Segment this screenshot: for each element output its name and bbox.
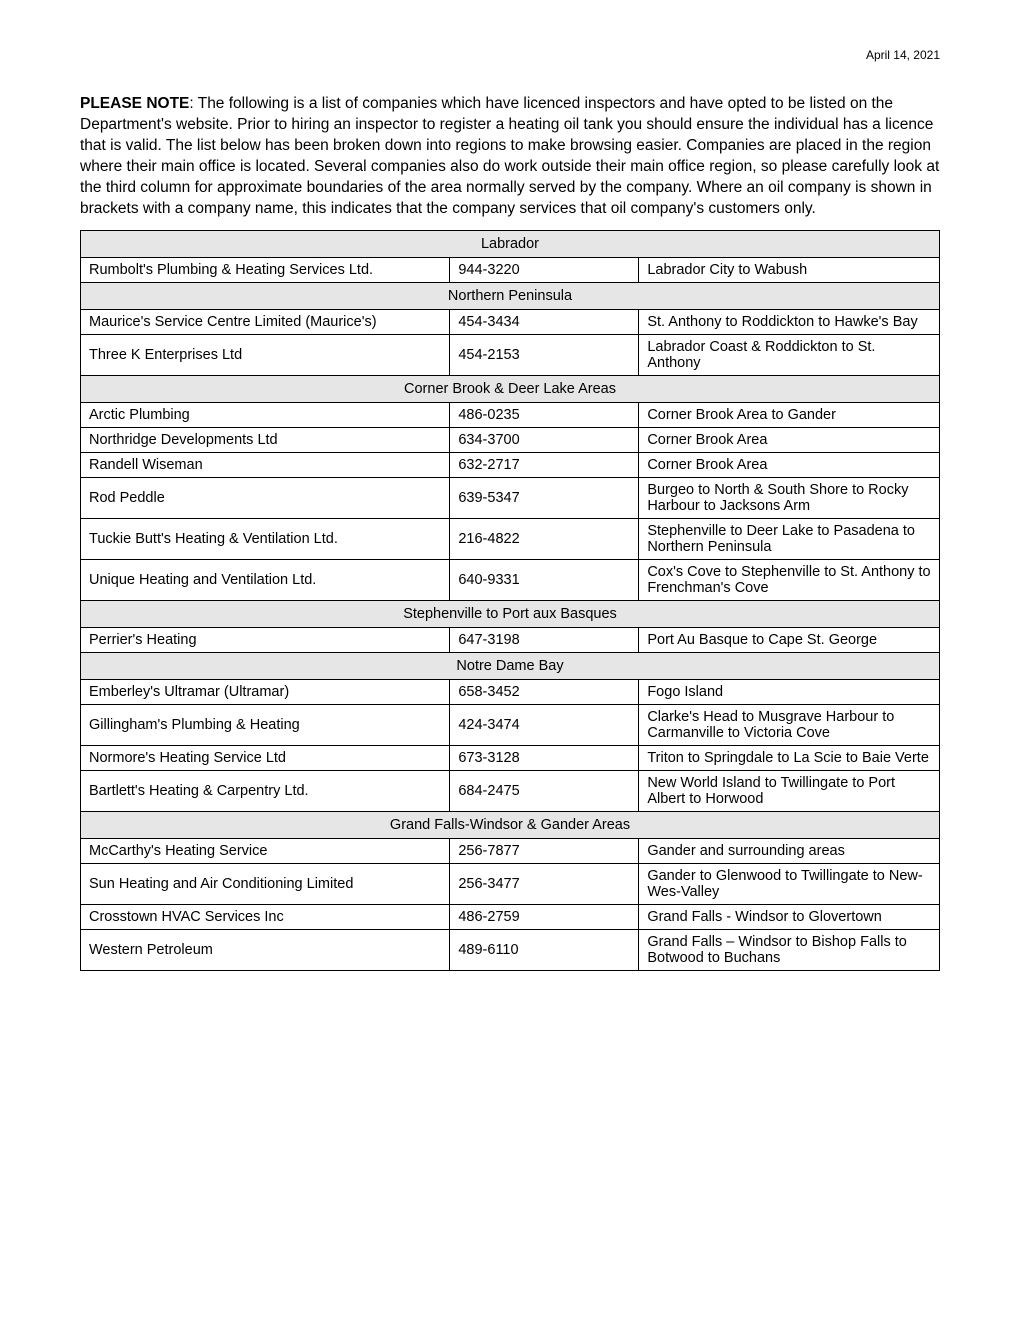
company-cell: Normore's Heating Service Ltd [81,745,450,770]
phone-cell: 658-3452 [450,679,639,704]
region-name: Corner Brook & Deer Lake Areas [81,375,940,402]
region-name: Stephenville to Port aux Basques [81,600,940,627]
company-cell: Sun Heating and Air Conditioning Limited [81,863,450,904]
region-header: Grand Falls-Windsor & Gander Areas [81,811,940,838]
table-row: Unique Heating and Ventilation Ltd.640-9… [81,559,940,600]
company-cell: Rod Peddle [81,477,450,518]
area-cell: Labrador Coast & Roddickton to St. Antho… [639,334,940,375]
table-row: Northridge Developments Ltd634-3700Corne… [81,427,940,452]
table-row: Normore's Heating Service Ltd673-3128Tri… [81,745,940,770]
table-row: Crosstown HVAC Services Inc486-2759Grand… [81,904,940,929]
company-cell: Crosstown HVAC Services Inc [81,904,450,929]
table-row: Western Petroleum489-6110Grand Falls – W… [81,929,940,970]
area-cell: Stephenville to Deer Lake to Pasadena to… [639,518,940,559]
company-cell: Bartlett's Heating & Carpentry Ltd. [81,770,450,811]
company-cell: Randell Wiseman [81,452,450,477]
table-row: Bartlett's Heating & Carpentry Ltd.684-2… [81,770,940,811]
phone-cell: 673-3128 [450,745,639,770]
phone-cell: 486-2759 [450,904,639,929]
table-row: Randell Wiseman632-2717Corner Brook Area [81,452,940,477]
inspectors-table: LabradorRumbolt's Plumbing & Heating Ser… [80,230,940,971]
phone-cell: 489-6110 [450,929,639,970]
region-header: Stephenville to Port aux Basques [81,600,940,627]
phone-cell: 454-3434 [450,309,639,334]
phone-cell: 647-3198 [450,627,639,652]
page: April 14, 2021 PLEASE NOTE: The followin… [0,0,1020,1320]
region-header: Labrador [81,230,940,257]
table-row: Tuckie Butt's Heating & Ventilation Ltd.… [81,518,940,559]
table-row: Rumbolt's Plumbing & Heating Services Lt… [81,257,940,282]
region-header: Notre Dame Bay [81,652,940,679]
area-cell: Grand Falls - Windsor to Glovertown [639,904,940,929]
area-cell: Cox's Cove to Stephenville to St. Anthon… [639,559,940,600]
area-cell: Port Au Basque to Cape St. George [639,627,940,652]
table-row: Arctic Plumbing486-0235Corner Brook Area… [81,402,940,427]
phone-cell: 424-3474 [450,704,639,745]
table-row: Three K Enterprises Ltd454-2153Labrador … [81,334,940,375]
table-row: Maurice's Service Centre Limited (Mauric… [81,309,940,334]
company-cell: Western Petroleum [81,929,450,970]
phone-cell: 684-2475 [450,770,639,811]
company-cell: Tuckie Butt's Heating & Ventilation Ltd. [81,518,450,559]
intro-body: : The following is a list of companies w… [80,95,939,217]
area-cell: Grand Falls – Windsor to Bishop Falls to… [639,929,940,970]
region-name: Notre Dame Bay [81,652,940,679]
company-cell: Rumbolt's Plumbing & Heating Services Lt… [81,257,450,282]
region-header: Northern Peninsula [81,282,940,309]
company-cell: Perrier's Heating [81,627,450,652]
region-name: Grand Falls-Windsor & Gander Areas [81,811,940,838]
table-row: Perrier's Heating647-3198Port Au Basque … [81,627,940,652]
area-cell: Clarke's Head to Musgrave Harbour to Car… [639,704,940,745]
region-name: Labrador [81,230,940,257]
company-cell: Emberley's Ultramar (Ultramar) [81,679,450,704]
area-cell: Gander and surrounding areas [639,838,940,863]
company-cell: McCarthy's Heating Service [81,838,450,863]
region-header: Corner Brook & Deer Lake Areas [81,375,940,402]
area-cell: Corner Brook Area to Gander [639,402,940,427]
phone-cell: 944-3220 [450,257,639,282]
intro-paragraph: PLEASE NOTE: The following is a list of … [80,94,940,220]
intro-lead: PLEASE NOTE [80,95,189,112]
area-cell: Triton to Springdale to La Scie to Baie … [639,745,940,770]
phone-cell: 632-2717 [450,452,639,477]
company-cell: Arctic Plumbing [81,402,450,427]
region-name: Northern Peninsula [81,282,940,309]
area-cell: Gander to Glenwood to Twillingate to New… [639,863,940,904]
phone-cell: 486-0235 [450,402,639,427]
table-row: Sun Heating and Air Conditioning Limited… [81,863,940,904]
document-date: April 14, 2021 [80,48,940,62]
area-cell: Corner Brook Area [639,427,940,452]
phone-cell: 256-3477 [450,863,639,904]
table-row: Emberley's Ultramar (Ultramar)658-3452Fo… [81,679,940,704]
area-cell: Fogo Island [639,679,940,704]
company-cell: Northridge Developments Ltd [81,427,450,452]
phone-cell: 454-2153 [450,334,639,375]
phone-cell: 639-5347 [450,477,639,518]
table-row: Rod Peddle639-5347Burgeo to North & Sout… [81,477,940,518]
company-cell: Maurice's Service Centre Limited (Mauric… [81,309,450,334]
table-row: Gillingham's Plumbing & Heating424-3474C… [81,704,940,745]
area-cell: St. Anthony to Roddickton to Hawke's Bay [639,309,940,334]
phone-cell: 640-9331 [450,559,639,600]
table-row: McCarthy's Heating Service256-7877Gander… [81,838,940,863]
area-cell: Burgeo to North & South Shore to Rocky H… [639,477,940,518]
company-cell: Gillingham's Plumbing & Heating [81,704,450,745]
area-cell: Labrador City to Wabush [639,257,940,282]
phone-cell: 634-3700 [450,427,639,452]
company-cell: Unique Heating and Ventilation Ltd. [81,559,450,600]
phone-cell: 256-7877 [450,838,639,863]
company-cell: Three K Enterprises Ltd [81,334,450,375]
area-cell: Corner Brook Area [639,452,940,477]
phone-cell: 216-4822 [450,518,639,559]
inspectors-table-body: LabradorRumbolt's Plumbing & Heating Ser… [81,230,940,970]
area-cell: New World Island to Twillingate to Port … [639,770,940,811]
